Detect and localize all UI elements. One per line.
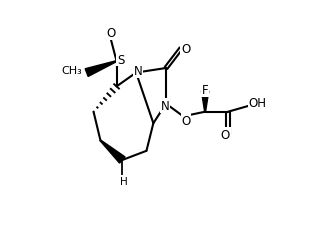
Text: OH: OH (248, 97, 266, 110)
Text: S: S (117, 54, 124, 66)
Text: H: H (120, 176, 127, 186)
Text: N: N (160, 100, 169, 112)
Polygon shape (100, 141, 125, 163)
Polygon shape (85, 61, 117, 77)
Text: O: O (181, 43, 190, 56)
Text: O: O (181, 114, 191, 127)
Text: CH₃: CH₃ (62, 65, 83, 76)
Text: O: O (221, 129, 230, 142)
Text: O: O (106, 27, 116, 40)
Polygon shape (202, 92, 209, 112)
Text: F: F (202, 84, 208, 97)
Text: N: N (134, 65, 143, 77)
